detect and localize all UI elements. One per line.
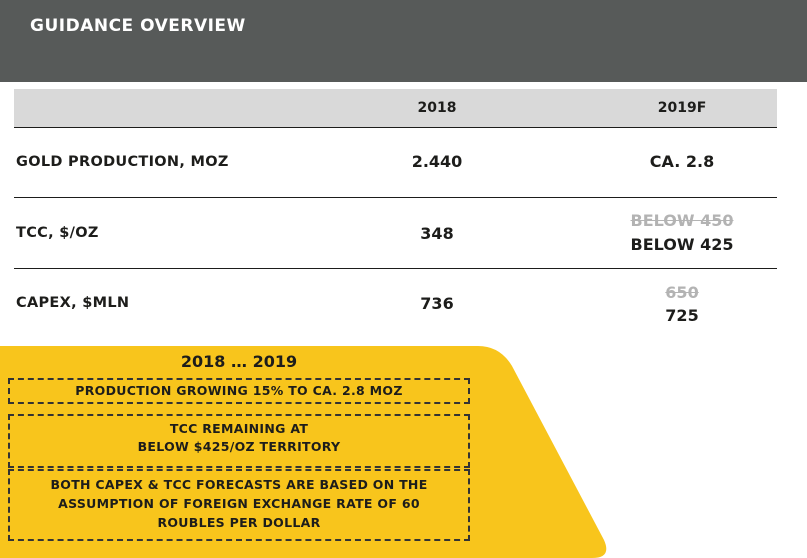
row-divider (14, 268, 777, 269)
value-2019f-capex-previous: 650 (665, 283, 699, 302)
header-divider (14, 127, 777, 128)
value-2018-capex: 736 (420, 294, 454, 313)
value-2019f-gold-production: CA. 2.8 (649, 152, 715, 171)
row-label-gold-production: GOLD PRODUCTION, MOZ (16, 154, 229, 170)
header-bar: GUIDANCE OVERVIEW (0, 0, 807, 82)
row-label-tcc: TCC, $/OZ (16, 225, 99, 241)
summary-box-tcc: TCC REMAINING AT BELOW $425/OZ TERRITORY (8, 414, 470, 468)
value-2019f-tcc: BELOW 425 (630, 235, 734, 254)
page-title: GUIDANCE OVERVIEW (30, 16, 246, 36)
value-2019f-capex: 725 (665, 306, 699, 325)
summary-note-line-3: ROUBLES PER DOLLAR (157, 515, 321, 530)
value-2019f-tcc-previous: BELOW 450 (630, 211, 734, 230)
row-divider (14, 197, 777, 198)
summary-tcc-line-2: BELOW $425/OZ TERRITORY (137, 439, 341, 454)
summary-note-line-2: ASSUMPTION OF FOREIGN EXCHANGE RATE OF 6… (58, 496, 420, 511)
value-2018-tcc: 348 (420, 224, 454, 243)
summary-note-line-1: BOTH CAPEX & TCC FORECASTS ARE BASED ON … (50, 477, 428, 492)
summary-title: 2018 … 2019 (180, 352, 298, 371)
summary-panel (0, 346, 607, 558)
row-label-capex: CAPEX, $MLN (16, 295, 130, 311)
summary-box-forecast-note: BOTH CAPEX & TCC FORECASTS ARE BASED ON … (8, 469, 470, 541)
summary-tcc-line-1: TCC REMAINING AT (169, 421, 309, 436)
summary-box-production: PRODUCTION GROWING 15% TO CA. 2.8 MOZ (8, 378, 470, 404)
value-2018-gold-production: 2.440 (411, 152, 463, 171)
summary-production-text: PRODUCTION GROWING 15% TO CA. 2.8 MOZ (75, 383, 403, 398)
column-header-2018: 2018 (417, 100, 457, 116)
column-header-2019f: 2019F (657, 100, 707, 116)
column-header-row (14, 89, 777, 128)
